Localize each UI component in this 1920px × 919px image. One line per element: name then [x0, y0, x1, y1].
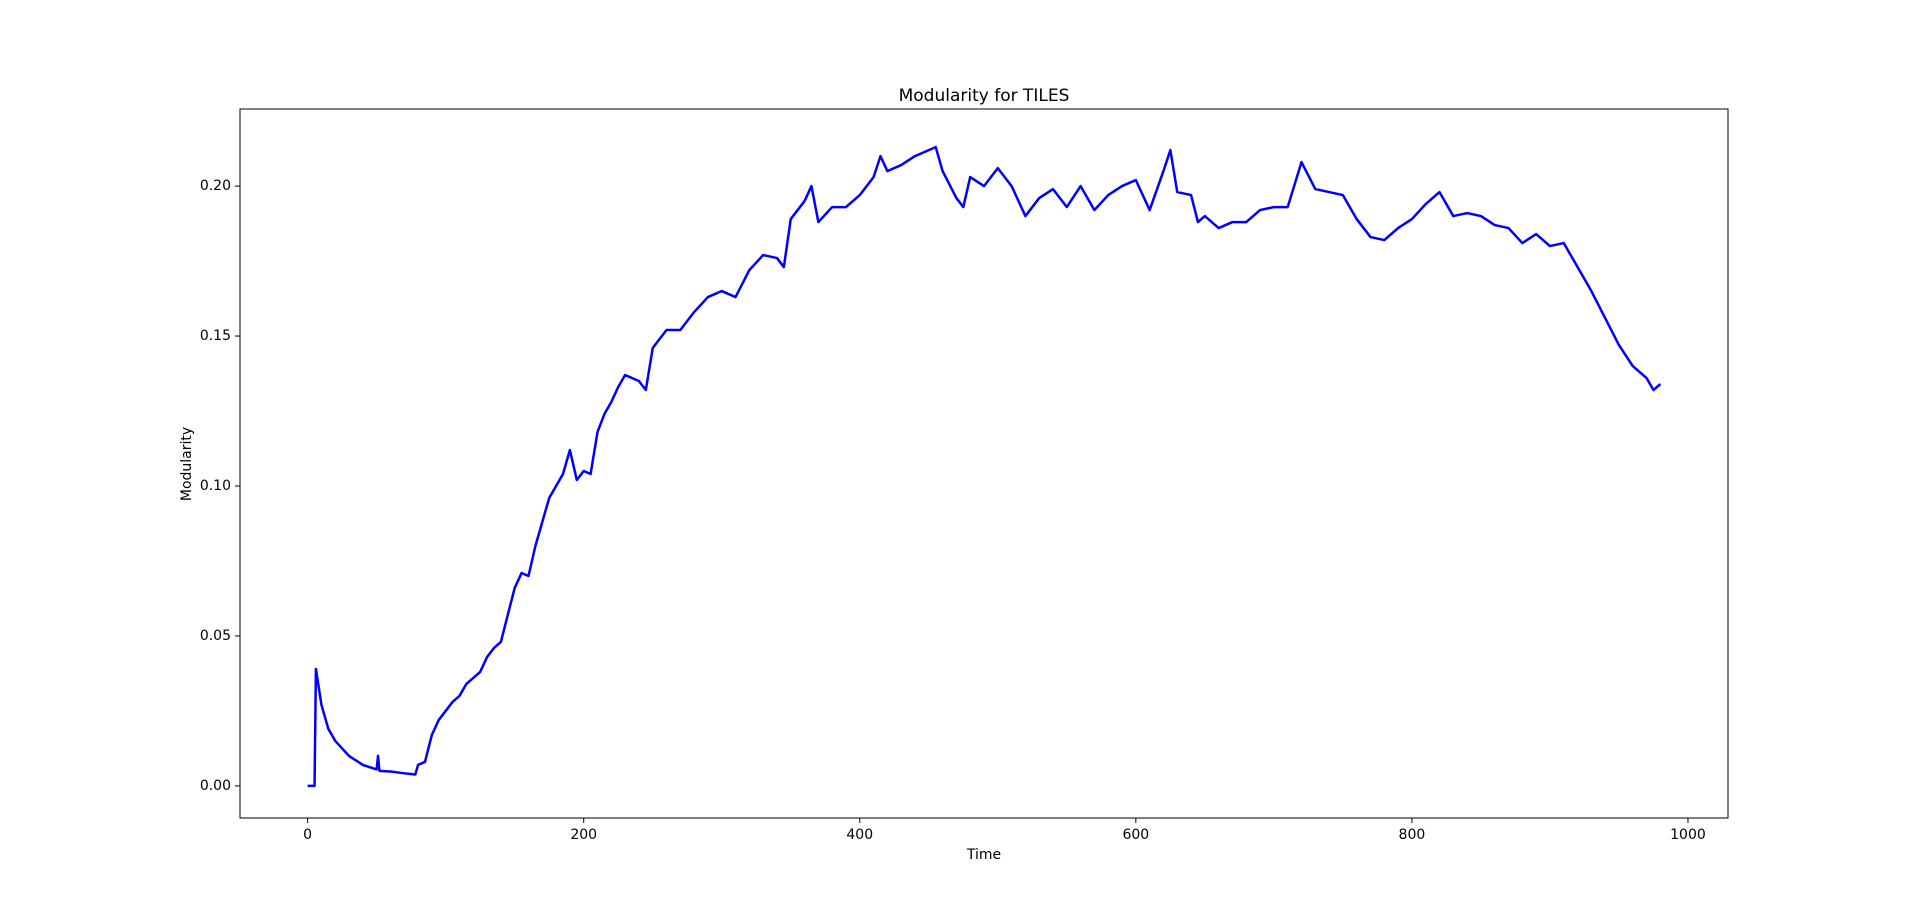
x-tick-label: 1000 — [1670, 827, 1706, 843]
x-axis-label: Time — [966, 847, 1001, 863]
x-tick-label: 600 — [1122, 827, 1149, 843]
x-tick-label: 400 — [846, 827, 873, 843]
y-tick-label: 0.15 — [200, 328, 231, 344]
y-tick-label: 0.10 — [200, 478, 231, 494]
y-tick-label: 0.00 — [200, 778, 231, 794]
plot-frame — [239, 108, 1729, 819]
y-tick-label: 0.20 — [200, 178, 231, 194]
x-tick-label: 200 — [570, 827, 597, 843]
data-line — [307, 145, 1662, 788]
y-tick-label: 0.05 — [200, 628, 231, 644]
y-axis-label: Modularity — [179, 427, 195, 501]
x-tick-label: 800 — [1399, 827, 1426, 843]
x-tick-label: 0 — [303, 827, 312, 843]
chart-title: Modularity for TILES — [899, 86, 1070, 106]
